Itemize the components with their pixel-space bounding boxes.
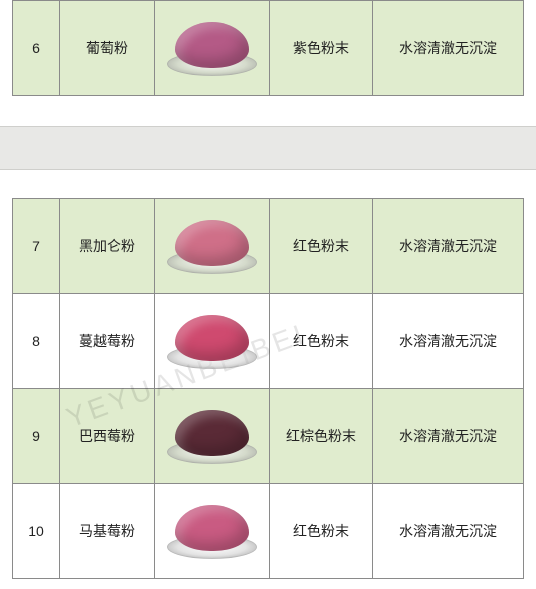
table-row: 9 巴西莓粉 红棕色粉末 水溶清澈无沉淀 xyxy=(13,389,524,484)
appearance: 红色粉末 xyxy=(270,484,373,579)
page-gap xyxy=(0,126,536,170)
table-row: 7 黑加仑粉 红色粉末 水溶清澈无沉淀 xyxy=(13,199,524,294)
product-image-cell xyxy=(155,389,270,484)
product-image-cell xyxy=(155,294,270,389)
solubility: 水溶清澈无沉淀 xyxy=(373,484,524,579)
page-bottom: YEYUANBEIBEI 7 黑加仑粉 红色粉末 水溶清澈无沉淀 8 蔓越莓粉 … xyxy=(0,170,536,589)
row-number: 7 xyxy=(13,199,60,294)
product-name: 葡萄粉 xyxy=(60,1,155,96)
row-number: 9 xyxy=(13,389,60,484)
appearance: 红色粉末 xyxy=(270,199,373,294)
solubility: 水溶清澈无沉淀 xyxy=(373,199,524,294)
product-table-1: 6 葡萄粉 紫色粉末 水溶清澈无沉淀 xyxy=(12,0,524,96)
powder-dish-icon xyxy=(167,214,257,278)
product-image-cell xyxy=(155,1,270,96)
row-number: 6 xyxy=(13,1,60,96)
solubility: 水溶清澈无沉淀 xyxy=(373,294,524,389)
solubility: 水溶清澈无沉淀 xyxy=(373,389,524,484)
row-number: 10 xyxy=(13,484,60,579)
product-table-2: 7 黑加仑粉 红色粉末 水溶清澈无沉淀 8 蔓越莓粉 红色粉末 水溶清澈无沉淀 … xyxy=(12,198,524,579)
row-number: 8 xyxy=(13,294,60,389)
table-row: 6 葡萄粉 紫色粉末 水溶清澈无沉淀 xyxy=(13,1,524,96)
product-name: 黑加仑粉 xyxy=(60,199,155,294)
appearance: 紫色粉末 xyxy=(270,1,373,96)
powder-dish-icon xyxy=(167,309,257,373)
page-top: 6 葡萄粉 紫色粉末 水溶清澈无沉淀 xyxy=(0,0,536,126)
product-name: 蔓越莓粉 xyxy=(60,294,155,389)
product-image-cell xyxy=(155,199,270,294)
powder-dish-icon xyxy=(167,499,257,563)
table-row: 8 蔓越莓粉 红色粉末 水溶清澈无沉淀 xyxy=(13,294,524,389)
product-name: 马基莓粉 xyxy=(60,484,155,579)
product-name: 巴西莓粉 xyxy=(60,389,155,484)
powder-dish-icon xyxy=(167,404,257,468)
appearance: 红棕色粉末 xyxy=(270,389,373,484)
appearance: 红色粉末 xyxy=(270,294,373,389)
powder-dish-icon xyxy=(167,16,257,80)
product-image-cell xyxy=(155,484,270,579)
table-row: 10 马基莓粉 红色粉末 水溶清澈无沉淀 xyxy=(13,484,524,579)
solubility: 水溶清澈无沉淀 xyxy=(373,1,524,96)
